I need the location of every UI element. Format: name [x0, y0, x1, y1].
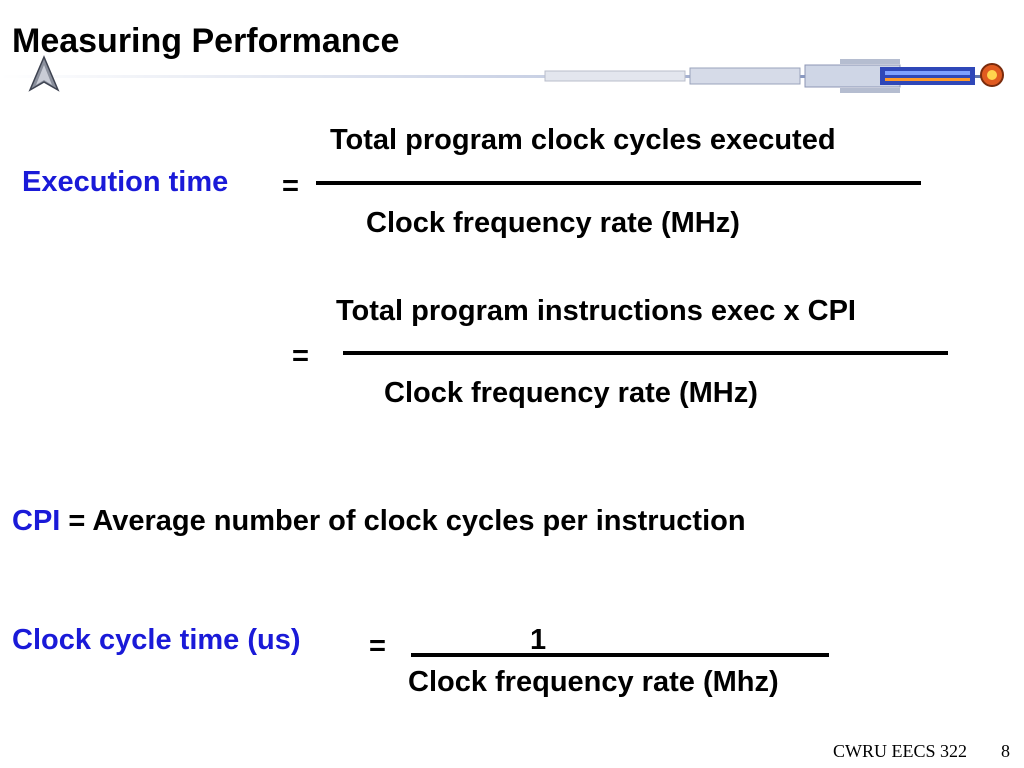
eq1-denominator: Clock frequency rate (MHz): [366, 207, 740, 239]
page-number: 8: [1001, 741, 1010, 761]
eq1-numerator: Total program clock cycles executed: [330, 124, 836, 156]
cpi-definition-text: = Average number of clock cycles per ins…: [68, 505, 746, 537]
starfleet-insignia-icon: [28, 55, 60, 92]
eq2-equals: =: [292, 340, 309, 372]
eq2-denominator: Clock frequency rate (MHz): [384, 377, 758, 409]
clock-equals: =: [369, 630, 386, 662]
slide-title: Measuring Performance: [12, 22, 400, 60]
execution-time-label: Execution time: [22, 166, 229, 198]
clock-fraction-bar: [411, 653, 829, 657]
cpi-term: CPI: [12, 505, 61, 537]
footer-course: CWRU EECS 322: [833, 741, 968, 761]
clock-cycle-time-label: Clock cycle time (us): [12, 624, 301, 656]
eq2-fraction-bar: [343, 351, 948, 355]
eq1-equals: =: [282, 170, 299, 202]
starship-icon: [544, 59, 1004, 93]
clock-numerator: 1: [530, 624, 547, 656]
eq1-fraction-bar: [316, 181, 921, 185]
header-decoration: [0, 55, 1004, 93]
eq2-numerator: Total program instructions exec x CPI: [336, 295, 856, 327]
clock-denominator: Clock frequency rate (Mhz): [408, 666, 779, 698]
cpi-definition: CPI = Average number of clock cycles per…: [12, 505, 746, 538]
